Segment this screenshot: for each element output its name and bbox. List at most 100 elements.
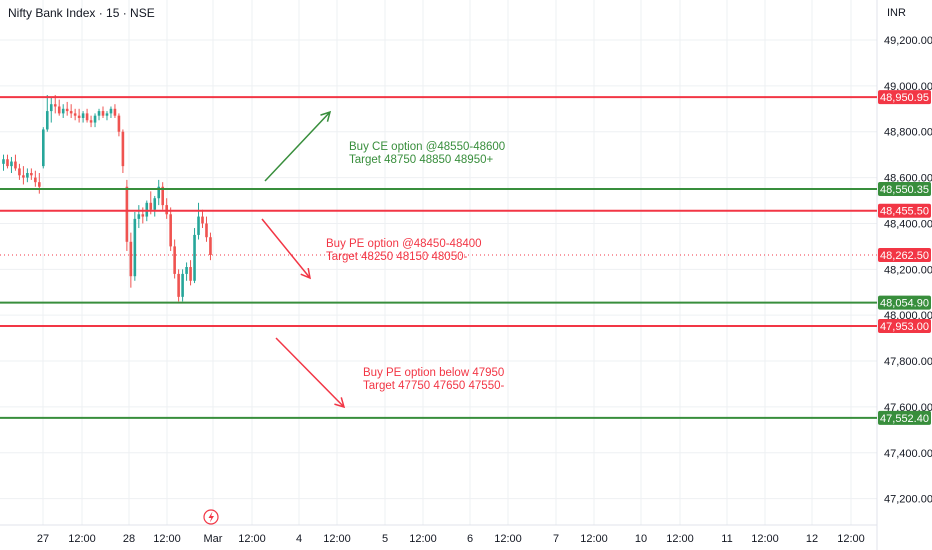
time-tick-label: 28 xyxy=(123,533,135,545)
candle[interactable] xyxy=(26,168,29,183)
candle[interactable] xyxy=(2,154,5,171)
annotation-up-arrow[interactable] xyxy=(264,110,332,182)
candle[interactable] xyxy=(65,101,69,116)
candle[interactable] xyxy=(157,179,161,206)
candle[interactable] xyxy=(85,108,89,123)
candle-body xyxy=(201,216,204,224)
candle-body xyxy=(149,202,153,210)
candle-body xyxy=(81,113,85,118)
grid xyxy=(0,0,877,525)
candle-body xyxy=(18,168,21,176)
candle[interactable] xyxy=(201,209,204,229)
price-tick-label: 47,800.00 xyxy=(884,356,932,368)
candle-body xyxy=(197,216,200,235)
time-tick-label: 12:00 xyxy=(751,533,779,545)
candle-body xyxy=(153,198,157,210)
arrow-shaft xyxy=(275,337,345,408)
arrow-head xyxy=(334,397,346,409)
candle[interactable] xyxy=(121,129,125,174)
level-lines[interactable] xyxy=(0,96,877,419)
candle[interactable] xyxy=(14,154,17,171)
price-tick-label: 48,200.00 xyxy=(884,264,932,276)
candle[interactable] xyxy=(57,99,61,116)
candle[interactable] xyxy=(30,168,33,180)
candle-body xyxy=(38,182,41,187)
candle[interactable] xyxy=(205,216,208,242)
candle[interactable] xyxy=(45,95,49,132)
time-axis[interactable]: 27 12:00 28 12:00 Mar 12:00 4 12:00 5 12:00 6 12:00… xyxy=(37,533,865,545)
candle[interactable] xyxy=(6,154,9,169)
candle[interactable] xyxy=(165,198,168,219)
candle-body xyxy=(177,273,180,297)
candle[interactable] xyxy=(209,232,212,261)
time-tick-label: 12:00 xyxy=(323,533,351,545)
symbol-title[interactable]: Nifty Bank Index · 15 · NSE xyxy=(8,6,155,20)
candle-body xyxy=(125,186,129,242)
time-tick-label: 4 xyxy=(296,533,302,545)
candle-body xyxy=(85,113,89,121)
support-level-price-tag: 48,550.35 xyxy=(878,181,931,196)
candle[interactable] xyxy=(153,195,157,217)
candle[interactable] xyxy=(61,104,65,118)
candle[interactable] xyxy=(133,211,137,281)
candle[interactable] xyxy=(117,113,121,137)
candle-body xyxy=(117,115,121,132)
candle[interactable] xyxy=(161,182,164,210)
annotation-line: Target 47750 47650 47550- xyxy=(363,380,504,392)
price-axis[interactable]: 49,200.00 49,000.00 48,800.00 48,600.00 48,4… xyxy=(884,35,932,506)
annotation-down-arrow[interactable] xyxy=(275,337,346,409)
candle[interactable] xyxy=(93,113,97,128)
candle[interactable] xyxy=(197,202,200,240)
annotation-line: Buy CE option @48550-48600 xyxy=(349,141,505,153)
price-tag-text: 48,550.35 xyxy=(880,184,929,196)
candle[interactable] xyxy=(77,108,81,123)
candle[interactable] xyxy=(189,260,192,286)
candle[interactable] xyxy=(18,163,21,180)
candle[interactable] xyxy=(89,115,93,128)
candle[interactable] xyxy=(185,262,188,281)
currency-label[interactable]: INR xyxy=(887,7,906,19)
candle-body xyxy=(141,214,145,217)
candle-body xyxy=(129,241,133,277)
lightning-event-icon[interactable] xyxy=(203,509,219,525)
candle[interactable] xyxy=(109,106,113,118)
candle-body xyxy=(49,104,53,112)
candle[interactable] xyxy=(181,269,184,302)
candle[interactable] xyxy=(81,111,85,123)
candle[interactable] xyxy=(137,205,141,229)
candle[interactable] xyxy=(177,269,180,302)
candle[interactable] xyxy=(42,127,45,169)
candle[interactable] xyxy=(193,228,196,284)
candle[interactable] xyxy=(10,156,13,174)
candle[interactable] xyxy=(73,108,77,121)
candles[interactable] xyxy=(2,95,212,302)
candle[interactable] xyxy=(113,104,117,118)
candle-body xyxy=(185,267,188,274)
annotation-down-arrow[interactable] xyxy=(261,218,311,280)
candle[interactable] xyxy=(129,232,133,288)
candle[interactable] xyxy=(125,179,129,251)
candle[interactable] xyxy=(173,239,176,279)
candle[interactable] xyxy=(22,166,25,185)
candle-body xyxy=(181,273,184,297)
arrow-head xyxy=(320,110,332,122)
candle[interactable] xyxy=(38,173,41,194)
candle-body xyxy=(42,129,45,167)
candle[interactable] xyxy=(34,170,37,187)
time-tick-label: 27 xyxy=(37,533,49,545)
candle[interactable] xyxy=(105,111,109,121)
candle[interactable] xyxy=(97,108,101,121)
candle[interactable] xyxy=(169,207,172,251)
candle[interactable] xyxy=(49,97,53,123)
price-tag-text: 48,950.95 xyxy=(880,92,929,104)
candle[interactable] xyxy=(101,106,105,118)
resistance-level-price-tag: 48,950.95 xyxy=(878,90,931,105)
candle[interactable] xyxy=(69,104,73,118)
time-tick-label: 12:00 xyxy=(837,533,865,545)
